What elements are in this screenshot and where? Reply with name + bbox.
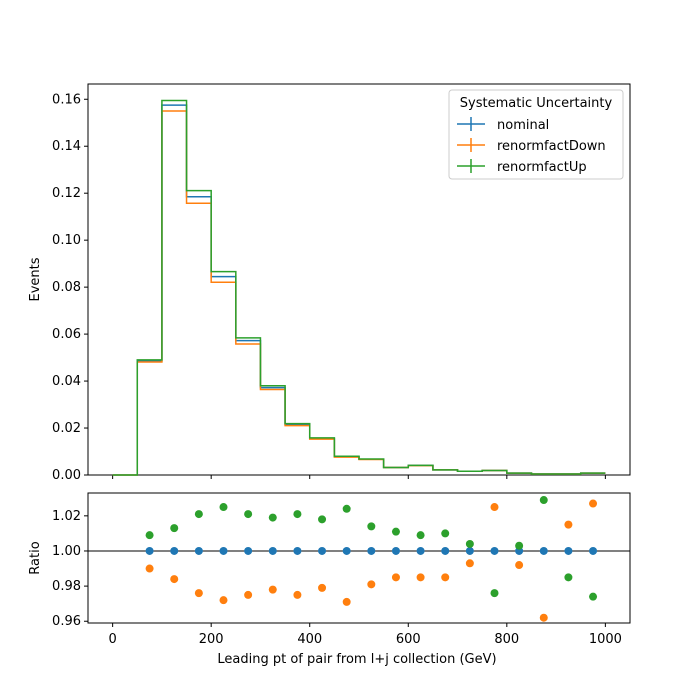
bottom-ytick-label: 1.02: [52, 509, 81, 524]
bottom-ytick-label: 1.00: [52, 544, 81, 559]
ratio-point-nominal: [391, 546, 400, 555]
ratio-point-nominal: [170, 546, 179, 555]
ratio-point-nominal: [416, 546, 425, 555]
ratio-panel: 0.96 0.98 1.00 1.02 0 200 400 600 800 1000 Ratio Le…: [28, 492, 631, 667]
top-ytick-label: 0.00: [52, 468, 81, 483]
ratio-point-nominal: [293, 546, 302, 555]
top-ylabel: Events: [28, 257, 43, 301]
histogram-renormfactUp: [112, 99, 606, 476]
top-ytick-label: 0.02: [52, 421, 81, 436]
top-ytick-label: 0.06: [52, 327, 81, 342]
bottom-xtick-label: 800: [494, 632, 519, 647]
ratio-point-renormfactDown: [219, 596, 228, 605]
ratio-point-nominal: [268, 546, 277, 555]
ratio-point-renormfactDown: [564, 520, 573, 529]
ratio-point-renormfactDown: [441, 573, 450, 582]
bottom-xtick-label: 1000: [589, 632, 622, 647]
top-ytick-label: 0.14: [52, 139, 81, 154]
ratio-point-renormfactDown: [170, 575, 179, 584]
legend-box: [448, 89, 624, 180]
top-ytick-label: 0.04: [52, 374, 81, 389]
legend-label-nominal: nominal: [497, 118, 549, 133]
ratio-point-nominal: [465, 546, 474, 555]
bottom-xtick-label: 0: [108, 632, 116, 647]
legend-title: Systematic Uncertainty: [460, 96, 613, 111]
ratio-point-renormfactUp: [416, 531, 425, 540]
ratio-point-renormfactUp: [145, 531, 154, 540]
ratio-point-renormfactUp: [170, 524, 179, 533]
ratio-point-nominal: [539, 546, 548, 555]
bottom-xlabel: Leading pt of pair from l+j collection (…: [217, 652, 496, 667]
ratio-point-renormfactDown: [318, 583, 327, 592]
ratio-point-renormfactUp: [293, 510, 302, 519]
bottom-ytick-label: 0.96: [52, 614, 81, 629]
ratio-point-nominal: [244, 546, 253, 555]
ratio-point-renormfactUp: [539, 496, 548, 505]
ratio-point-nominal: [219, 546, 228, 555]
ratio-point-renormfactUp: [367, 522, 376, 531]
ratio-point-renormfactUp: [244, 510, 253, 519]
top-ytick-label: 0.16: [52, 92, 81, 107]
ratio-point-renormfactUp: [219, 503, 228, 512]
bottom-xtick-label: 600: [396, 632, 421, 647]
ratio-point-renormfactUp: [589, 592, 598, 601]
ratio-point-renormfactDown: [367, 580, 376, 589]
ratio-point-renormfactUp: [268, 513, 277, 522]
ratio-point-renormfactDown: [268, 585, 277, 594]
bottom-xtick-label: 400: [297, 632, 322, 647]
ratio-point-nominal: [318, 546, 327, 555]
ratio-point-nominal: [441, 546, 450, 555]
ratio-point-renormfactUp: [441, 529, 450, 538]
ratio-point-renormfactDown: [244, 590, 253, 599]
ratio-point-renormfactDown: [342, 597, 351, 606]
ratio-point-nominal: [342, 546, 351, 555]
ratio-point-renormfactUp: [194, 510, 203, 519]
ratio-point-renormfactDown: [539, 613, 548, 622]
bottom-xtick-label: 200: [199, 632, 224, 647]
ratio-point-renormfactDown: [391, 573, 400, 582]
top-ytick-label: 0.08: [52, 280, 81, 295]
ratio-point-renormfactDown: [515, 561, 524, 570]
ratio-point-nominal: [564, 546, 573, 555]
ratio-point-renormfactUp: [342, 504, 351, 513]
ratio-point-renormfactUp: [490, 589, 499, 598]
ratio-point-renormfactUp: [564, 573, 573, 582]
top-ytick-label: 0.10: [52, 233, 81, 248]
ratio-point-renormfactUp: [391, 527, 400, 536]
top-ytick-label: 0.12: [52, 186, 81, 201]
ratio-point-renormfactDown: [293, 590, 302, 599]
top-axes-frame: [87, 83, 631, 476]
ratio-point-renormfactUp: [465, 539, 474, 548]
bottom-ytick-label: 0.98: [52, 579, 81, 594]
ratio-point-renormfactDown: [490, 503, 499, 512]
ratio-point-renormfactDown: [465, 559, 474, 568]
ratio-point-nominal: [194, 546, 203, 555]
legend: Systematic Uncertainty nominal renormfactD…: [448, 89, 624, 180]
ratio-point-renormfactUp: [515, 541, 524, 550]
ratio-point-nominal: [145, 546, 154, 555]
ratio-point-renormfactDown: [416, 573, 425, 582]
legend-label-renormfactDown: renormfactDown: [497, 139, 606, 154]
ratio-point-renormfactDown: [589, 499, 598, 508]
bottom-ylabel: Ratio: [28, 541, 43, 574]
ratio-point-renormfactDown: [194, 589, 203, 598]
legend-label-renormfactUp: renormfactUp: [497, 160, 587, 175]
ratio-point-nominal: [490, 546, 499, 555]
ratio-point-renormfactUp: [318, 515, 327, 524]
histogram-panel: 0.00 0.02 0.04 0.06 0.08 0.10 0.12 0.14 0.16 Even…: [28, 83, 631, 483]
ratio-point-nominal: [367, 546, 376, 555]
ratio-point-nominal: [589, 546, 598, 555]
bottom-axes-frame: [87, 492, 631, 624]
ratio-point-renormfactDown: [145, 564, 154, 573]
